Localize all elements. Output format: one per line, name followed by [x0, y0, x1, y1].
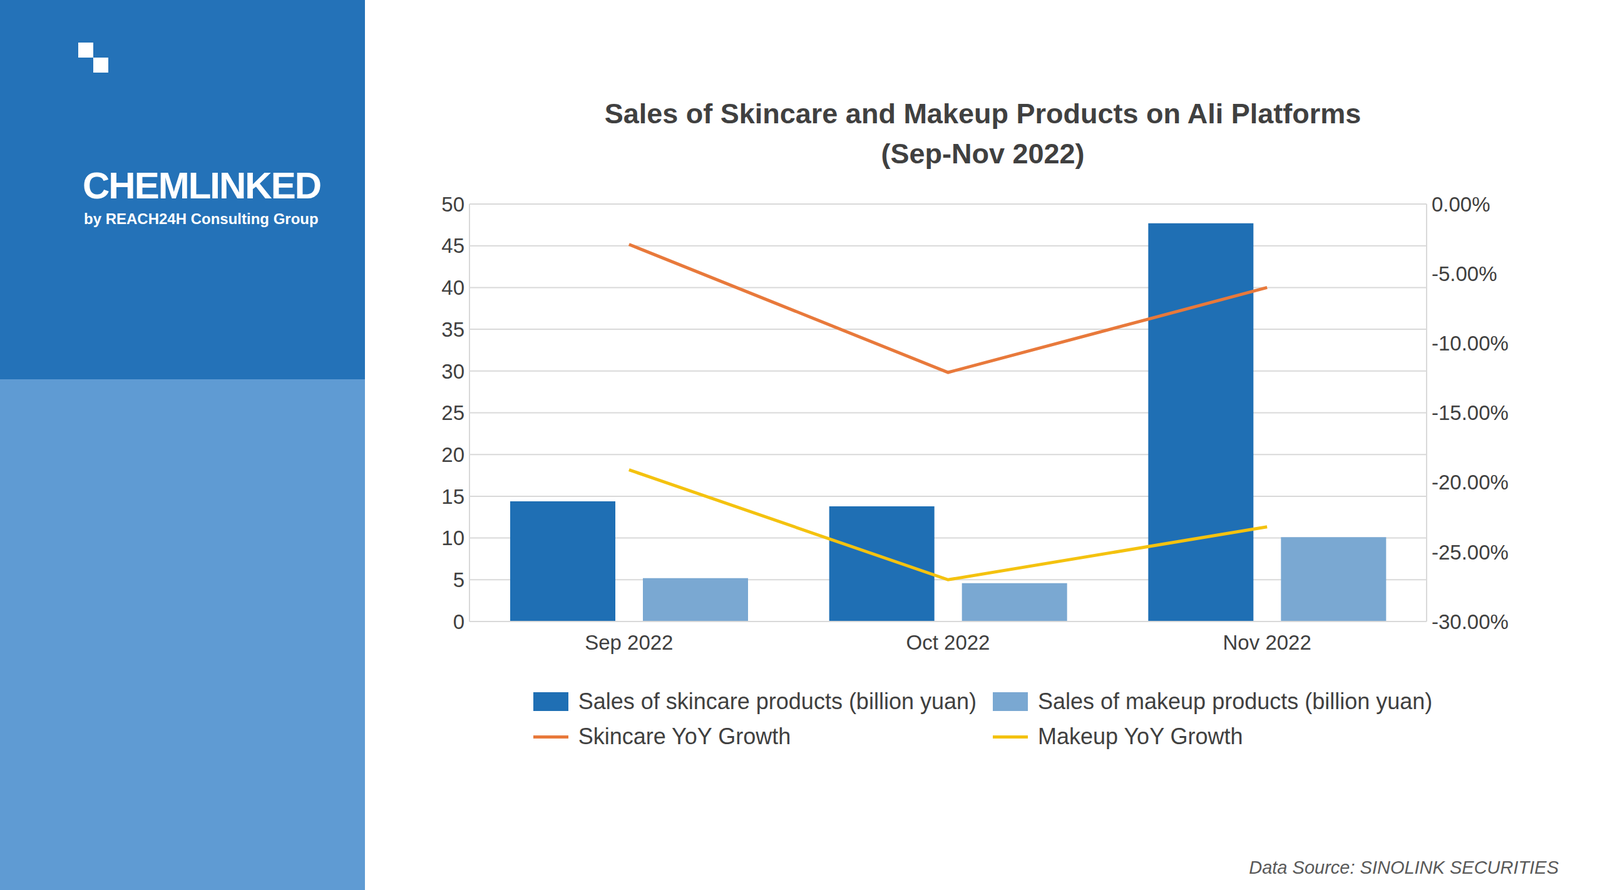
svg-text:20: 20 — [441, 443, 465, 467]
svg-text:Nov 2022: Nov 2022 — [1223, 630, 1312, 655]
svg-text:25: 25 — [441, 401, 465, 425]
svg-text:35: 35 — [441, 317, 465, 342]
svg-text:-30.00%: -30.00% — [1431, 610, 1509, 634]
svg-text:30: 30 — [441, 359, 465, 384]
svg-text:-10.00%: -10.00% — [1431, 331, 1509, 355]
svg-text:10: 10 — [441, 526, 465, 550]
html-text:(Sep-Nov 2022): (Sep-Nov 2022) — [881, 137, 1085, 170]
svg-text:45: 45 — [441, 234, 465, 258]
svg-text:-15.00%: -15.00% — [1431, 401, 1509, 425]
svg-text:Oct 2022: Oct 2022 — [906, 630, 991, 655]
svg-text:0: 0 — [453, 610, 465, 634]
svg-text:-20.00%: -20.00% — [1431, 470, 1509, 494]
html-text:Sales of skincare products (bi: Sales of skincare products (billion yuan… — [578, 688, 977, 715]
svg-text:40: 40 — [441, 276, 465, 300]
html-text:Sales of Skincare and Makeup P: Sales of Skincare and Makeup Products on… — [604, 97, 1362, 130]
svg-text:50: 50 — [441, 192, 465, 216]
svg-text:5: 5 — [453, 568, 465, 592]
html-text:Skincare YoY Growth: Skincare YoY Growth — [578, 723, 791, 750]
svg-text:15: 15 — [441, 485, 465, 509]
html-text:CHEMLINKED: CHEMLINKED — [82, 164, 321, 207]
html-text:Makeup YoY Growth: Makeup YoY Growth — [1037, 723, 1243, 750]
svg-text:-25.00%: -25.00% — [1431, 540, 1509, 565]
svg-text:0.00%: 0.00% — [1431, 192, 1491, 216]
svg-text:-5.00%: -5.00% — [1431, 262, 1498, 286]
html-text:Data Source: SINOLINK SECURITI: Data Source: SINOLINK SECURITIES — [1248, 857, 1559, 878]
svg-text:Sep 2022: Sep 2022 — [584, 630, 673, 655]
html-text:Sales of makeup products (bill: Sales of makeup products (billion yuan) — [1037, 688, 1433, 715]
html-text:by REACH24H Consulting Group: by REACH24H Consulting Group — [83, 210, 319, 228]
